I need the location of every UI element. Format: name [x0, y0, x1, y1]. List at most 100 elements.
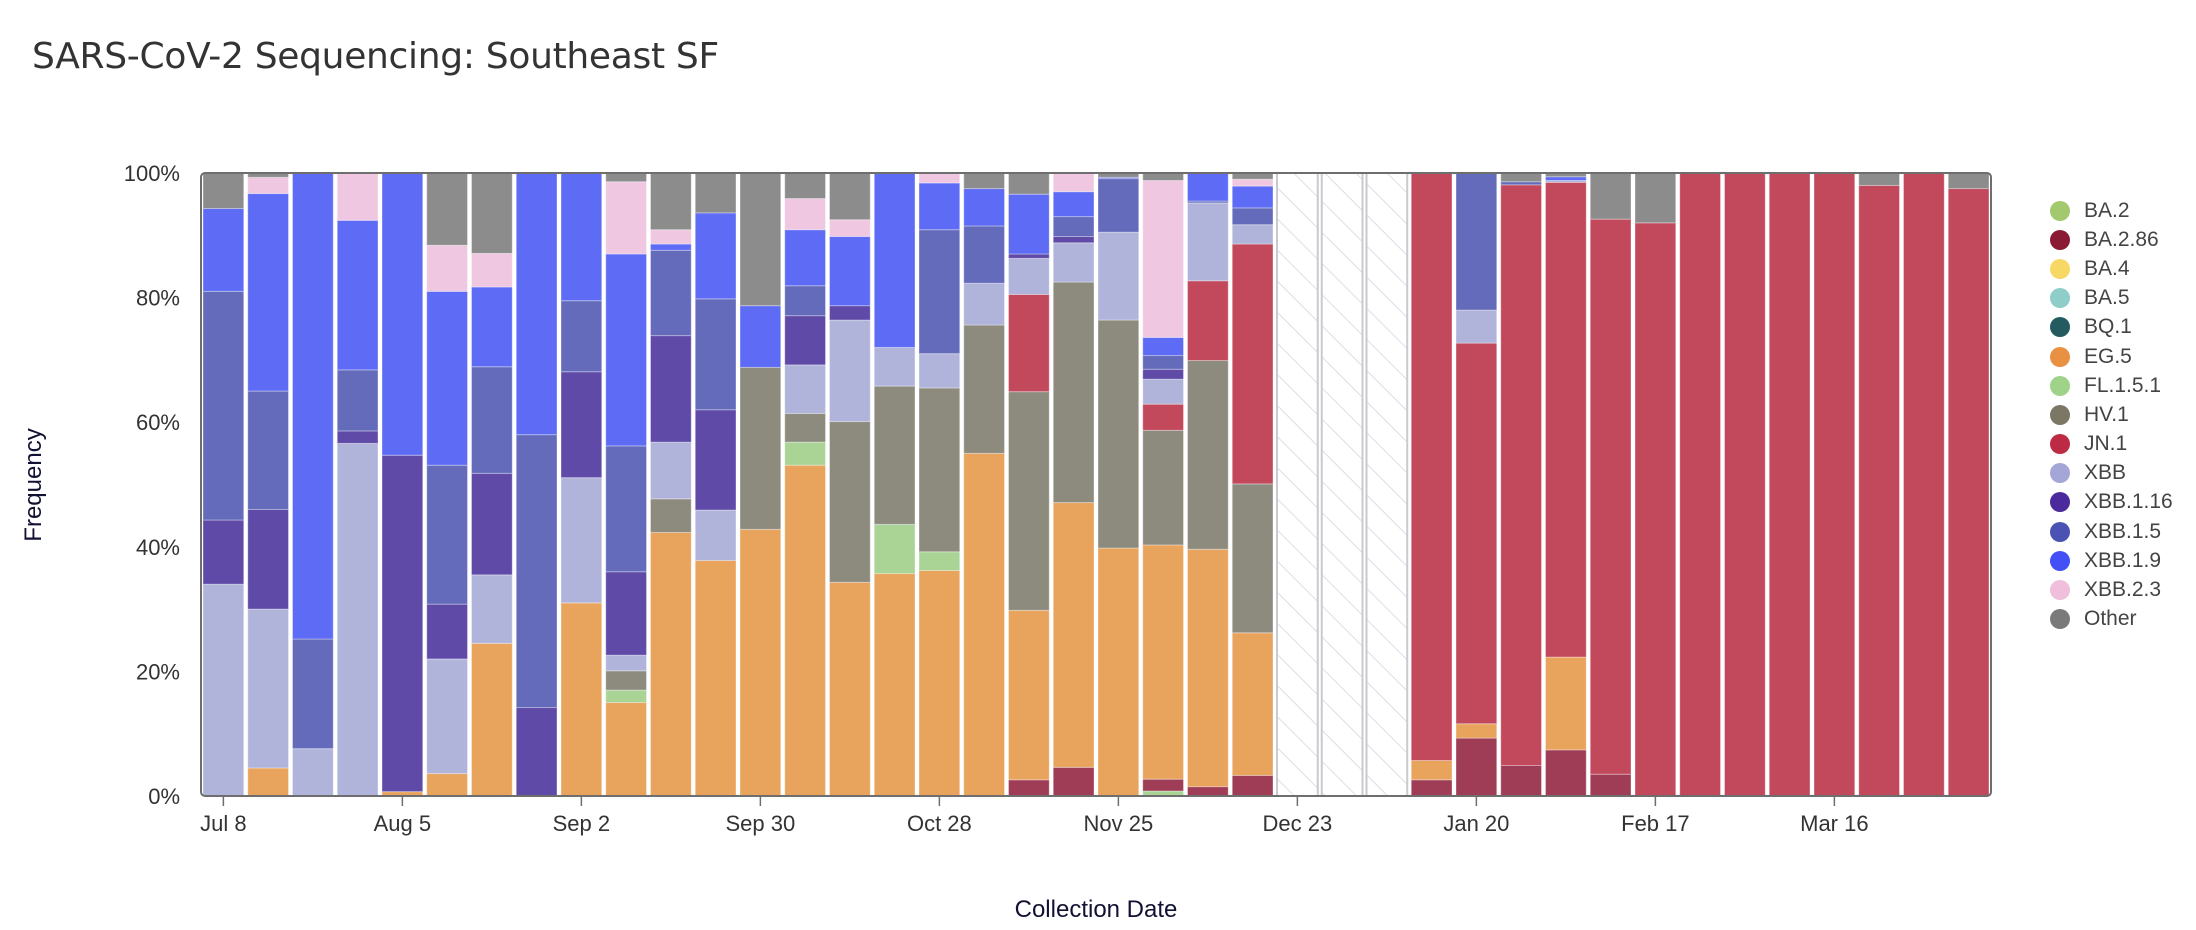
- segment-xbb-1-5[interactable]: [918, 229, 961, 355]
- legend-item-ba-2[interactable]: BA.2: [2050, 196, 2173, 225]
- segment-xbb-1-5[interactable]: [336, 369, 379, 432]
- segment-jn-1[interactable]: [1724, 172, 1766, 797]
- segment-xbb[interactable]: [1008, 257, 1050, 295]
- segment-xbb[interactable]: [560, 477, 603, 604]
- segment-xbb[interactable]: [1052, 242, 1095, 283]
- segment-hv-1[interactable]: [1142, 429, 1184, 546]
- bar-nov-18[interactable]: [1052, 172, 1095, 797]
- segment-other[interactable]: [605, 172, 647, 183]
- segment-eg-5[interactable]: [1052, 502, 1095, 768]
- segment-xbb-1-9[interactable]: [515, 172, 558, 436]
- segment-eg-5[interactable]: [471, 642, 513, 797]
- segment-other[interactable]: [202, 172, 245, 210]
- segment-eg-5[interactable]: [1455, 723, 1498, 739]
- segment-hv-1[interactable]: [918, 387, 961, 553]
- legend-item-ba-2-86[interactable]: BA.2.86: [2050, 225, 2173, 254]
- segment-fl-1-5-1[interactable]: [873, 523, 916, 575]
- segment-eg-5[interactable]: [1142, 544, 1184, 780]
- segment-hv-1[interactable]: [605, 670, 647, 691]
- segment-eg-5[interactable]: [918, 569, 961, 797]
- bar-mar-2[interactable]: [1724, 172, 1766, 797]
- segment-eg-5[interactable]: [1187, 548, 1229, 788]
- legend-item-bq-1[interactable]: BQ.1: [2050, 313, 2173, 342]
- segment-xbb[interactable]: [1187, 202, 1229, 282]
- bar-aug-12[interactable]: [426, 172, 468, 797]
- segment-xbb-2-3[interactable]: [918, 172, 961, 184]
- segment-xbb-1-9[interactable]: [694, 212, 737, 300]
- segment-ba-2-86[interactable]: [1589, 773, 1632, 797]
- segment-eg-5[interactable]: [1410, 759, 1453, 781]
- segment-xbb-1-9[interactable]: [1008, 193, 1050, 255]
- bar-feb-17[interactable]: [1634, 172, 1677, 797]
- segment-xbb[interactable]: [829, 319, 871, 423]
- bar-jul-22[interactable]: [292, 172, 334, 797]
- segment-xbb-1-9[interactable]: [650, 243, 692, 251]
- segment-other[interactable]: [1500, 172, 1542, 183]
- segment-xbb-1-16[interactable]: [515, 707, 558, 797]
- segment-other[interactable]: [829, 172, 871, 221]
- segment-fl-1-5-1[interactable]: [784, 441, 826, 466]
- segment-xbb-1-16[interactable]: [605, 571, 647, 656]
- segment-xbb-1-9[interactable]: [1545, 176, 1587, 181]
- segment-xbb-1-16[interactable]: [247, 508, 289, 610]
- segment-xbb[interactable]: [336, 442, 379, 797]
- segment-other[interactable]: [694, 172, 737, 214]
- bar-mar-9[interactable]: [1768, 172, 1811, 797]
- segment-hv-1[interactable]: [963, 324, 1005, 454]
- legend-item-hv-1[interactable]: HV.1: [2050, 400, 2173, 429]
- segment-xbb[interactable]: [784, 364, 826, 414]
- segment-xbb-2-3[interactable]: [426, 244, 468, 292]
- segment-xbb-1-9[interactable]: [1052, 191, 1095, 218]
- segment-xbb-1-16[interactable]: [426, 603, 468, 660]
- segment-jn-1[interactable]: [1455, 342, 1498, 725]
- segment-xbb-1-16[interactable]: [1142, 368, 1184, 380]
- segment-eg-5[interactable]: [650, 531, 692, 797]
- bar-feb-24[interactable]: [1679, 172, 1721, 797]
- segment-jn-1[interactable]: [1008, 293, 1050, 393]
- segment-xbb-1-9[interactable]: [560, 172, 603, 302]
- segment-eg-5[interactable]: [1008, 609, 1050, 781]
- segment-xbb-1-16[interactable]: [650, 335, 692, 443]
- bar-jul-29[interactable]: [336, 172, 379, 797]
- bar-apr-6[interactable]: [1947, 172, 1990, 797]
- segment-fl-1-5-1[interactable]: [918, 551, 961, 571]
- segment-eg-5[interactable]: [784, 464, 826, 797]
- bar-dec-2[interactable]: [1142, 172, 1184, 797]
- segment-xbb-1-5[interactable]: [1052, 216, 1095, 238]
- segment-xbb-2-3[interactable]: [1231, 178, 1274, 187]
- bar-jan-6[interactable]: [1365, 172, 1409, 797]
- segment-ba-2-86[interactable]: [1410, 779, 1453, 797]
- segment-xbb[interactable]: [694, 509, 737, 562]
- segment-jn-1[interactable]: [1947, 188, 1990, 797]
- segment-eg-5[interactable]: [829, 581, 871, 797]
- legend-item-eg-5[interactable]: EG.5: [2050, 342, 2173, 371]
- segment-other[interactable]: [1947, 172, 1990, 190]
- bar-nov-4[interactable]: [963, 172, 1005, 797]
- segment-eg-5[interactable]: [1231, 632, 1274, 776]
- segment-hv-1[interactable]: [829, 421, 871, 583]
- segment-hv-1[interactable]: [1097, 319, 1140, 549]
- segment-hv-1[interactable]: [873, 385, 916, 525]
- segment-xbb-1-9[interactable]: [1142, 336, 1184, 357]
- bar-aug-26[interactable]: [515, 172, 558, 797]
- segment-hv-1[interactable]: [739, 366, 782, 530]
- segment-xbb-1-16[interactable]: [784, 315, 826, 366]
- segment-jn-1[interactable]: [1545, 181, 1587, 658]
- segment-xbb-1-9[interactable]: [963, 188, 1005, 227]
- segment-hv-1[interactable]: [1187, 360, 1229, 550]
- bar-sep-16[interactable]: [650, 172, 692, 797]
- segment-xbb-1-9[interactable]: [247, 193, 289, 392]
- segment-xbb[interactable]: [605, 654, 647, 672]
- segment-eg-5[interactable]: [247, 767, 289, 797]
- bar-sep-9[interactable]: [605, 172, 647, 797]
- segment-xbb-1-16[interactable]: [1052, 236, 1095, 244]
- bar-oct-7[interactable]: [784, 172, 826, 797]
- bar-sep-2[interactable]: [560, 172, 603, 797]
- bar-sep-30[interactable]: [739, 172, 782, 797]
- segment-xbb-1-16[interactable]: [694, 409, 737, 511]
- segment-xbb-1-5[interactable]: [784, 285, 826, 317]
- segment-xbb-2-3[interactable]: [784, 198, 826, 231]
- segment-jn-1[interactable]: [1858, 184, 1900, 797]
- segment-other[interactable]: [739, 172, 782, 307]
- segment-xbb-1-9[interactable]: [336, 219, 379, 371]
